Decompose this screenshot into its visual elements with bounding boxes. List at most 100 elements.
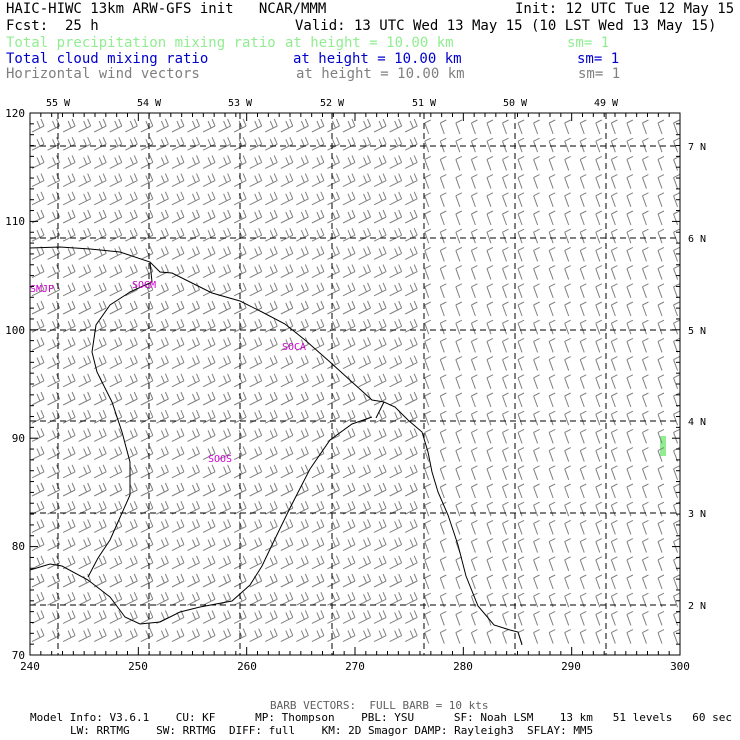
wind-barb xyxy=(156,482,169,497)
wind-barb xyxy=(280,410,294,424)
wind-barb xyxy=(517,574,525,590)
wind-barb xyxy=(439,629,447,644)
wind-barb xyxy=(470,119,478,135)
wind-barb xyxy=(424,155,431,171)
wind-barb xyxy=(280,464,294,479)
field-wind-level: at height = 10.00 km xyxy=(296,66,465,82)
wind-barb xyxy=(517,483,525,499)
wind-barb xyxy=(533,410,540,426)
wind-barb xyxy=(171,246,185,260)
wind-barb xyxy=(373,282,387,297)
wind-barb xyxy=(327,573,340,588)
wind-barb xyxy=(249,118,263,133)
wind-barb xyxy=(249,319,263,333)
wind-barb xyxy=(62,118,76,133)
wind-barb xyxy=(218,155,232,169)
wind-barb xyxy=(373,155,387,169)
wind-barb xyxy=(342,337,356,351)
wind-barb xyxy=(265,137,278,151)
wind-barb xyxy=(404,391,418,406)
wind-barb xyxy=(657,483,665,499)
wind-barb xyxy=(109,191,123,206)
wind-barb xyxy=(389,337,403,351)
wind-barb xyxy=(579,119,587,135)
wind-barb xyxy=(62,610,76,624)
wind-barb xyxy=(358,610,372,624)
wind-barb xyxy=(31,155,45,169)
wind-barb xyxy=(296,337,309,351)
wind-barb xyxy=(78,373,92,388)
wind-barb xyxy=(626,556,634,571)
wind-barb xyxy=(579,556,587,571)
wind-barb xyxy=(265,573,278,588)
wind-barb xyxy=(93,209,107,224)
wind-barb xyxy=(626,337,634,353)
wind-barb xyxy=(548,228,556,244)
wind-barb xyxy=(311,137,325,151)
wind-barb xyxy=(109,537,123,552)
wind-barb xyxy=(389,446,403,461)
wind-barb xyxy=(595,155,603,171)
wind-barb xyxy=(93,519,107,533)
wind-barb xyxy=(249,610,263,624)
wind-barb xyxy=(641,337,649,353)
wind-barb xyxy=(156,173,169,188)
wind-barb xyxy=(470,392,478,408)
wind-barb xyxy=(140,610,154,624)
wind-barb xyxy=(311,592,325,606)
wind-barb xyxy=(389,555,403,570)
wind-barb xyxy=(548,556,556,571)
wind-barb xyxy=(470,465,478,480)
wind-barb xyxy=(31,319,45,333)
wind-barb xyxy=(564,610,571,626)
wind-barb xyxy=(140,628,154,643)
wind-barb xyxy=(548,174,556,189)
wind-barb xyxy=(389,628,403,643)
lon-label-49w: 49 W xyxy=(594,98,619,109)
wind-barb xyxy=(404,264,418,279)
wind-barb xyxy=(389,355,403,370)
x-tick-label: 240 xyxy=(20,660,40,673)
wind-barb xyxy=(502,283,509,298)
wind-barb xyxy=(171,573,185,588)
wind-barb xyxy=(249,428,263,442)
wind-barb xyxy=(311,501,325,515)
wind-barb xyxy=(202,555,216,570)
frame-ticks xyxy=(29,112,681,656)
y-tick-label: 110 xyxy=(5,215,25,228)
wind-barb xyxy=(389,264,403,279)
wind-barb xyxy=(486,483,494,499)
wind-barb xyxy=(202,391,216,406)
wind-barb xyxy=(265,501,278,515)
wind-barb xyxy=(265,537,278,552)
wind-barb xyxy=(486,610,494,626)
wind-barb xyxy=(595,301,603,317)
wind-barb xyxy=(610,410,618,426)
wind-barb xyxy=(125,482,138,497)
wind-barb xyxy=(265,464,278,479)
wind-barb xyxy=(140,282,154,297)
wind-barb xyxy=(641,210,649,226)
x-tick-label: 250 xyxy=(128,660,148,673)
wind-barb xyxy=(641,392,649,408)
wind-barb xyxy=(610,574,618,590)
wind-barb xyxy=(156,137,169,151)
wind-barb xyxy=(280,209,294,224)
wind-barb xyxy=(187,246,200,260)
wind-barb xyxy=(470,192,478,207)
wind-barb xyxy=(311,264,325,279)
wind-barb xyxy=(171,300,185,315)
wind-barb xyxy=(404,610,418,624)
wind-barb xyxy=(31,482,45,497)
lon-label-50w: 50 W xyxy=(503,98,528,109)
wind-barb xyxy=(404,573,418,588)
wind-barb xyxy=(78,592,92,606)
wind-barb xyxy=(610,556,618,571)
wind-barb xyxy=(342,610,356,624)
wind-barb xyxy=(486,137,494,153)
wind-barb xyxy=(389,501,403,515)
wind-barb xyxy=(455,410,463,426)
wind-barb xyxy=(140,573,154,588)
wind-barb xyxy=(564,538,571,553)
wind-barb xyxy=(62,173,76,188)
